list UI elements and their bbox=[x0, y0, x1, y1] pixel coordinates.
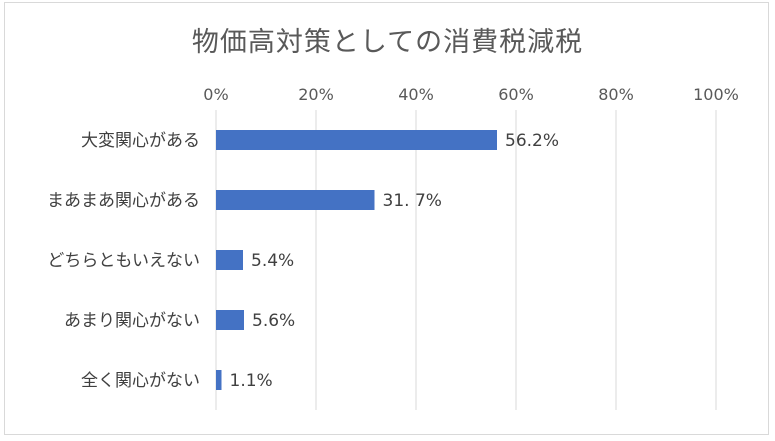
x-tick-label-80: 80% bbox=[598, 85, 634, 104]
chart-title: 物価高対策としての消費税減税 bbox=[191, 27, 584, 58]
chart-frame bbox=[4, 2, 769, 435]
bar-4 bbox=[216, 310, 244, 330]
bar-2 bbox=[216, 190, 375, 210]
category-label-2: まあまあ関心がある bbox=[47, 191, 200, 211]
data-label-4: 5.6% bbox=[252, 311, 295, 331]
x-tick-label-20: 20% bbox=[298, 85, 334, 104]
x-tick-label-40: 40% bbox=[398, 85, 434, 104]
x-tick-label-60: 60% bbox=[498, 85, 534, 104]
x-tick-label-0: 0% bbox=[203, 85, 228, 104]
bar-3 bbox=[216, 250, 243, 270]
data-label-5: 1.1% bbox=[230, 371, 273, 391]
data-label-1: 56.2% bbox=[505, 131, 559, 151]
category-label-5: 全く関心がない bbox=[81, 371, 200, 391]
data-label-2: 31. 7% bbox=[383, 191, 442, 211]
bar-1 bbox=[216, 130, 497, 150]
data-label-3: 5.4% bbox=[251, 251, 294, 271]
bar-5 bbox=[216, 370, 222, 390]
category-label-4: あまり関心がない bbox=[64, 311, 200, 331]
category-label-3: どちらともいえない bbox=[47, 251, 200, 271]
x-tick-label-100: 100% bbox=[693, 85, 739, 104]
category-label-1: 大変関心がある bbox=[81, 131, 200, 151]
